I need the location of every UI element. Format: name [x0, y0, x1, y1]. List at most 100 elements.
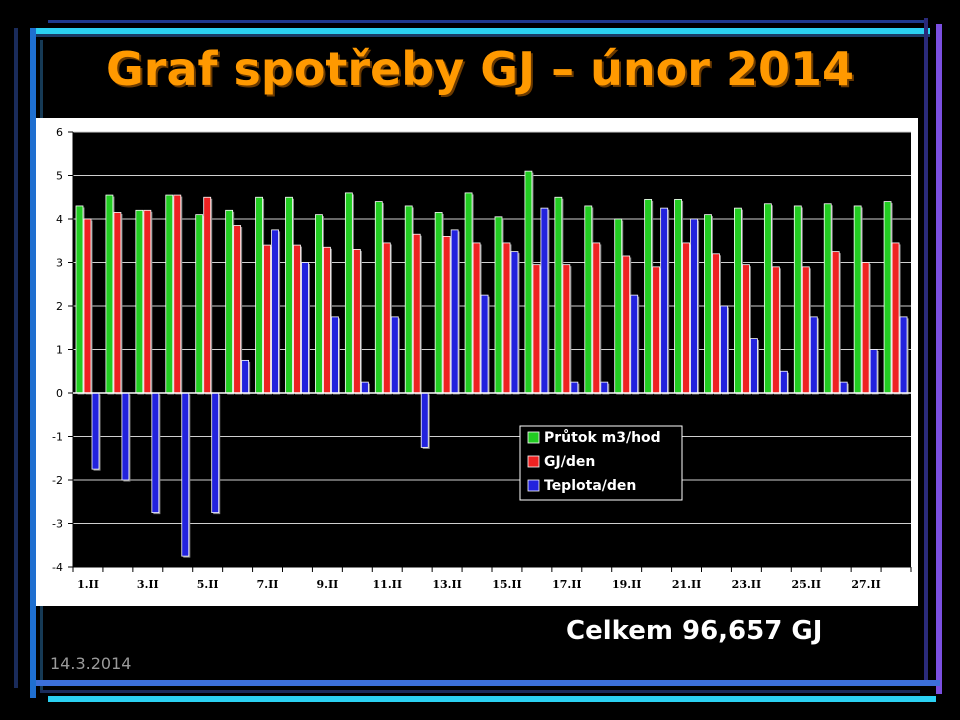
x-tick-label: 1.II	[77, 578, 99, 591]
bar-Teplota/den	[720, 305, 728, 394]
bar-GJ/den	[831, 251, 840, 394]
bar-Průtok m3/hod	[315, 214, 323, 394]
bar-GJ/den	[562, 264, 571, 394]
bar-Průtok m3/hod	[584, 205, 593, 394]
bar-GJ/den	[532, 264, 541, 394]
bar-Průtok m3/hod	[374, 201, 383, 394]
bar-Teplota/den	[809, 316, 818, 394]
bar-GJ/den	[233, 225, 242, 394]
bar-Průtok m3/hod	[524, 170, 533, 394]
bars-group	[75, 170, 909, 558]
bar-Průtok m3/hod	[344, 192, 353, 394]
bar-GJ/den	[592, 242, 601, 394]
bar-Teplota/den	[600, 381, 609, 394]
bar-Teplota/den	[899, 316, 908, 394]
x-tick-label: 7.II	[257, 578, 279, 591]
bar-Průtok m3/hod	[823, 203, 832, 394]
x-tick-label: 19.II	[612, 578, 641, 591]
bar-GJ/den	[472, 242, 481, 394]
y-tick-label: 3	[56, 257, 63, 270]
legend-label: Průtok m3/hod	[544, 429, 661, 446]
left-line-1	[14, 28, 18, 688]
bar-GJ/den	[652, 266, 661, 394]
y-tick-label: 5	[56, 170, 63, 183]
bar-GJ/den	[891, 242, 900, 394]
bar-Průtok m3/hod	[494, 216, 503, 394]
bar-Teplota/den	[181, 392, 190, 557]
bar-Průtok m3/hod	[704, 214, 712, 394]
bottom-line-2	[48, 696, 936, 702]
legend-swatch	[527, 431, 540, 444]
bar-Teplota/den	[241, 359, 250, 394]
right-line-1	[924, 18, 928, 686]
x-tick-label: 17.II	[552, 578, 581, 591]
bar-Průtok m3/hod	[554, 196, 563, 394]
top-accent-line	[30, 28, 930, 34]
bar-Teplota/den	[271, 229, 279, 394]
bar-Průtok m3/hod	[255, 196, 263, 394]
left-line-2	[30, 28, 36, 698]
bar-Teplota/den	[151, 392, 160, 514]
bar-GJ/den	[293, 244, 301, 394]
bar-GJ/den	[352, 249, 361, 394]
bar-GJ/den	[323, 246, 331, 394]
bar-Průtok m3/hod	[853, 205, 862, 394]
bar-GJ/den	[502, 242, 511, 394]
bar-GJ/den	[173, 194, 182, 394]
bar-GJ/den	[113, 212, 122, 394]
x-tick-label: 11.II	[373, 578, 402, 591]
bar-GJ/den	[143, 209, 152, 394]
bar-GJ/den	[742, 264, 750, 394]
y-tick-label: -1	[52, 431, 63, 444]
bar-Průtok m3/hod	[734, 207, 742, 394]
bar-Průtok m3/hod	[165, 194, 174, 394]
bottom-line-3	[40, 690, 920, 693]
bar-Teplota/den	[91, 392, 100, 470]
bar-Teplota/den	[121, 392, 130, 481]
bar-GJ/den	[382, 242, 391, 394]
x-tick-label: 15.II	[492, 578, 521, 591]
x-tick-label: 21.II	[672, 578, 701, 591]
legend-label: GJ/den	[544, 454, 595, 470]
y-tick-label: -3	[52, 518, 63, 531]
y-tick-label: 1	[56, 344, 63, 357]
slide-date: 14.3.2014	[50, 654, 132, 673]
bar-Teplota/den	[779, 370, 788, 394]
bar-Teplota/den	[839, 381, 848, 394]
axes-group: 6 5 4 3 2 1 0 -1 -2 -3 -4 1.II 3.II 5.II 7.II 9.II 11.II…	[52, 126, 912, 591]
bar-Průtok m3/hod	[793, 205, 802, 394]
bottom-line-1	[36, 680, 940, 686]
y-tick-label: 4	[56, 213, 63, 226]
bar-Teplota/den	[690, 218, 698, 394]
x-tick-label: 5.II	[197, 578, 219, 591]
bar-GJ/den	[412, 233, 421, 394]
bar-Průtok m3/hod	[464, 192, 473, 394]
legend-box	[519, 425, 683, 501]
bar-Průtok m3/hod	[225, 209, 234, 394]
top-shadow-line	[30, 34, 930, 37]
bar-Teplota/den	[390, 316, 399, 394]
bar-GJ/den	[263, 244, 271, 394]
bar-Průtok m3/hod	[434, 212, 443, 394]
bar-Průtok m3/hod	[195, 214, 204, 394]
bar-Teplota/den	[211, 392, 220, 514]
bar-Průtok m3/hod	[75, 205, 84, 394]
bar-GJ/den	[83, 218, 92, 394]
bar-GJ/den	[682, 242, 690, 394]
bar-Teplota/den	[630, 294, 639, 394]
x-tick-label: 25.II	[792, 578, 821, 591]
total-consumption: Celkem 96,657 GJ	[566, 616, 823, 646]
x-tick-label: 9.II	[317, 578, 339, 591]
y-tick-label: 2	[56, 300, 63, 313]
x-tick-label: 13.II	[432, 578, 461, 591]
legend: Průtok m3/hod GJ/den Teplota/den	[519, 425, 683, 501]
bar-GJ/den	[771, 266, 780, 394]
bar-GJ/den	[861, 262, 870, 394]
bar-Teplota/den	[660, 207, 669, 394]
top-thin-line	[48, 20, 928, 23]
bar-Teplota/den	[570, 381, 579, 394]
y-tick-label: 0	[56, 387, 63, 400]
bar-Průtok m3/hod	[763, 203, 772, 394]
bar-Průtok m3/hod	[135, 209, 144, 394]
